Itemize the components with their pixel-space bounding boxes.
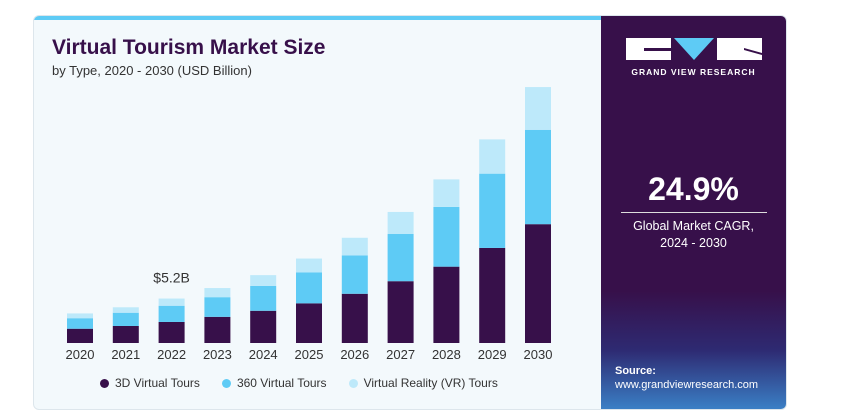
bar-2029-series-1 — [479, 173, 506, 248]
brand-name: GRAND VIEW RESEARCH — [631, 67, 756, 77]
bar-2027-series-0 — [387, 281, 414, 343]
cagr-label-line2: 2024 - 2030 — [660, 236, 727, 250]
legend-item: 360 Virtual Tours — [221, 376, 327, 390]
grand-view-research-logo — [626, 38, 762, 60]
accent-line — [34, 16, 601, 20]
bar-2025-series-2 — [296, 258, 322, 273]
bar-2022-series-0 — [158, 321, 185, 343]
cagr-value: 24.9% — [648, 171, 739, 207]
bar-2028-series-2 — [433, 179, 460, 207]
legend-swatch — [100, 378, 109, 388]
x-tick-label: 2022 — [157, 347, 186, 362]
bar-2030-series-1 — [525, 129, 551, 225]
bar-2030-series-2 — [525, 87, 551, 130]
divider — [621, 212, 767, 213]
bar-2023-series-1 — [204, 297, 231, 317]
legend-item: Virtual Reality (VR) Tours — [348, 376, 498, 390]
bar-2021-series-0 — [112, 325, 139, 343]
bar-2026-series-2 — [341, 237, 368, 256]
bar-2027-series-2 — [387, 211, 414, 235]
bar-2029-series-0 — [479, 247, 506, 343]
bar-2025-series-0 — [296, 303, 322, 343]
bar-2022-series-2 — [158, 298, 185, 306]
bar-2020-series-0 — [67, 328, 93, 343]
source: Source: www.grandviewresearch.com — [615, 364, 758, 392]
bar-2026-series-0 — [341, 293, 368, 343]
legend-label: 3D Virtual Tours — [115, 376, 200, 390]
bar-2024-series-0 — [250, 310, 277, 343]
x-tick-label: 2021 — [111, 347, 140, 362]
bar-2023-series-0 — [204, 316, 231, 343]
x-tick-label: 2024 — [249, 347, 278, 362]
info-panel: GRAND VIEW RESEARCH 24.9% Global Market … — [601, 16, 786, 409]
bar-2026-series-1 — [341, 255, 368, 294]
data-label: $5.2B — [153, 270, 190, 286]
bar-2025-series-1 — [296, 272, 322, 304]
bar-chart: 2020 2021 2022 $5.2B 2023 2024 2025 2026 2027 202… — [66, 87, 553, 362]
bar-2028-series-0 — [433, 266, 460, 343]
legend-label: 360 Virtual Tours — [236, 376, 327, 390]
legend-swatch — [221, 378, 231, 388]
source-label: Source: — [615, 365, 656, 377]
legend-swatch — [348, 378, 358, 388]
chart-subtitle: by Type, 2020 - 2030 (USD Billion) — [52, 63, 252, 78]
x-tick-label: 2025 — [295, 347, 324, 362]
bar-2021-series-2 — [112, 307, 139, 313]
legend-label: Virtual Reality (VR) Tours — [363, 376, 498, 390]
bar-2021-series-1 — [112, 312, 139, 326]
bar-2024-series-1 — [250, 285, 277, 311]
x-tick-label: 2020 — [66, 347, 95, 362]
source-url[interactable]: www.grandviewresearch.com — [615, 379, 759, 391]
x-tick-label: 2028 — [432, 347, 461, 362]
x-tick-label: 2023 — [203, 347, 232, 362]
bar-2022-series-1 — [158, 305, 185, 322]
x-tick-label: 2026 — [340, 347, 369, 362]
bar-2028-series-1 — [433, 206, 460, 267]
bar-2023-series-2 — [204, 288, 231, 298]
x-tick-label: 2027 — [386, 347, 415, 362]
bar-2027-series-1 — [387, 234, 414, 282]
x-tick-label: 2029 — [478, 347, 507, 362]
bar-2029-series-2 — [479, 139, 506, 174]
cagr-label: Global Market CAGR, 2024 - 2030 — [601, 218, 786, 252]
x-tick-label: 2030 — [524, 347, 553, 362]
legend: 3D Virtual Tours 360 Virtual Tours Virtual… — [100, 376, 498, 390]
bar-2030-series-0 — [525, 224, 551, 343]
chart-card: Virtual Tourism Market Size by Type, 202… — [33, 15, 787, 410]
cagr-label-line1: Global Market CAGR, — [633, 219, 754, 233]
legend-item: 3D Virtual Tours — [100, 376, 200, 390]
bar-2020-series-1 — [67, 318, 93, 329]
bar-2020-series-2 — [67, 313, 93, 319]
chart-title: Virtual Tourism Market Size — [52, 36, 326, 59]
bar-2024-series-2 — [250, 275, 277, 286]
